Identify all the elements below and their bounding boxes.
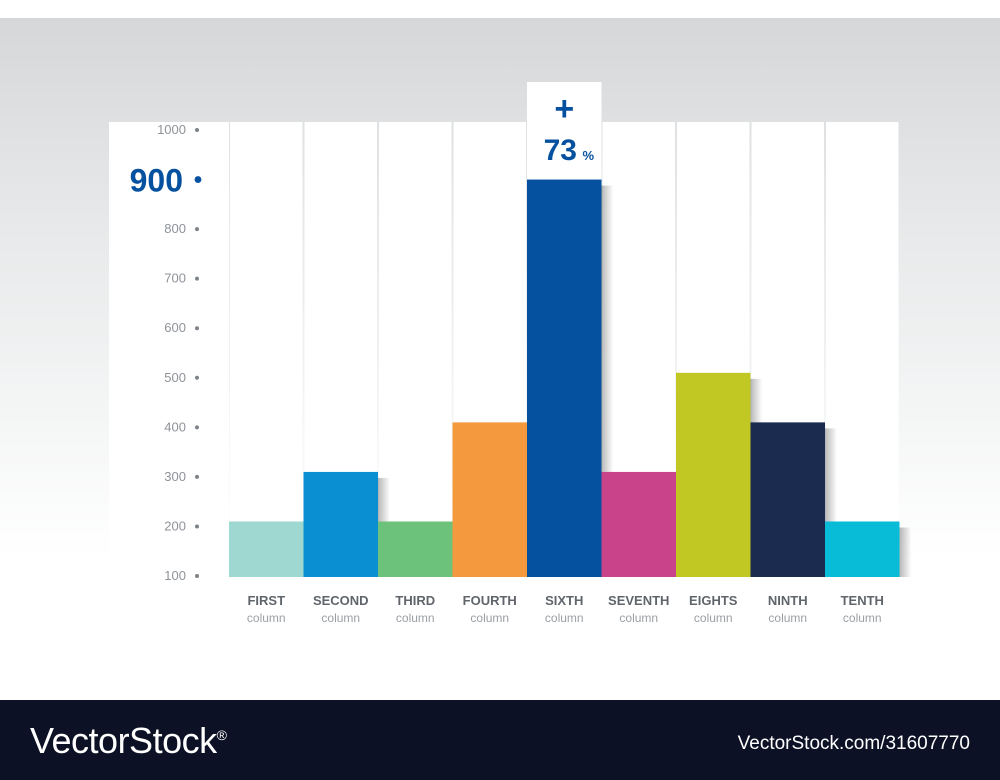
bar <box>527 179 602 578</box>
y-tick-dot <box>195 425 199 430</box>
category-sublabel: column <box>694 611 733 625</box>
bar-shadow <box>899 527 912 577</box>
category-label: FOURTH <box>463 593 517 608</box>
y-tick-dot <box>195 574 199 578</box>
category-sublabel: column <box>396 611 435 625</box>
y-tick-label: 100 <box>164 568 186 583</box>
bar <box>303 471 378 577</box>
y-tick-dot <box>195 375 199 380</box>
y-tick-dot <box>195 524 199 529</box>
bar <box>452 422 527 577</box>
column-background <box>230 122 303 577</box>
annotation-plus: + <box>554 90 574 128</box>
axis-card <box>109 122 229 592</box>
y-tick-label: 400 <box>164 419 186 434</box>
y-tick-label: 800 <box>164 221 186 236</box>
y-tick-label: 1000 <box>157 122 186 137</box>
y-tick-dot <box>195 227 199 232</box>
y-tick-dot <box>195 474 199 479</box>
bar <box>229 521 304 577</box>
column-background <box>826 122 899 577</box>
bar <box>601 471 676 577</box>
y-tick-dot <box>195 276 199 281</box>
bar-chart: 100 200 300 400 500 600 700 800 900 1000 +73 % FIRS… <box>109 82 912 625</box>
category-sublabel: column <box>247 611 286 625</box>
column-background <box>379 122 452 577</box>
category-sublabel: column <box>619 611 658 625</box>
bar <box>676 372 751 577</box>
category-sublabel: column <box>545 611 584 625</box>
category-sublabel: column <box>470 611 509 625</box>
y-tick-label: 200 <box>164 518 186 533</box>
category-label: EIGHTS <box>689 593 738 608</box>
category-label: SEVENTH <box>608 593 669 608</box>
annotation-unit: % <box>582 148 594 163</box>
bar <box>825 521 900 577</box>
category-sublabel: column <box>843 611 882 625</box>
highlight-tab <box>527 82 602 180</box>
bar <box>378 521 453 577</box>
y-tick-label: 500 <box>164 370 186 385</box>
y-tick-label: 700 <box>164 271 186 286</box>
bar <box>750 422 825 577</box>
y-tick-dot <box>194 176 202 183</box>
watermark-reg: ® <box>216 727 227 743</box>
category-label: TENTH <box>841 593 884 608</box>
category-label: FIRST <box>247 593 285 608</box>
category-label: SECOND <box>313 593 369 608</box>
watermark-footer: VectorStock® VectorStock.com/31607770 <box>0 700 1000 780</box>
chart-stage: 100 200 300 400 500 600 700 800 900 1000 +73% FIRS… <box>0 18 1000 700</box>
annotation-value: 73 <box>544 134 577 167</box>
category-sublabel: column <box>768 611 807 625</box>
category-label: THIRD <box>395 593 435 608</box>
y-tick-label: 900 <box>130 163 183 199</box>
watermark-id: VectorStock.com/31607770 <box>737 733 970 754</box>
y-tick-label: 600 <box>164 320 186 335</box>
category-label: NINTH <box>768 593 808 608</box>
y-tick-label: 300 <box>164 469 186 484</box>
watermark-brand: VectorStock <box>30 720 217 761</box>
y-tick-dot <box>195 326 199 331</box>
category-label: SIXTH <box>545 593 583 608</box>
y-tick-dot <box>195 128 199 132</box>
category-sublabel: column <box>321 611 360 625</box>
